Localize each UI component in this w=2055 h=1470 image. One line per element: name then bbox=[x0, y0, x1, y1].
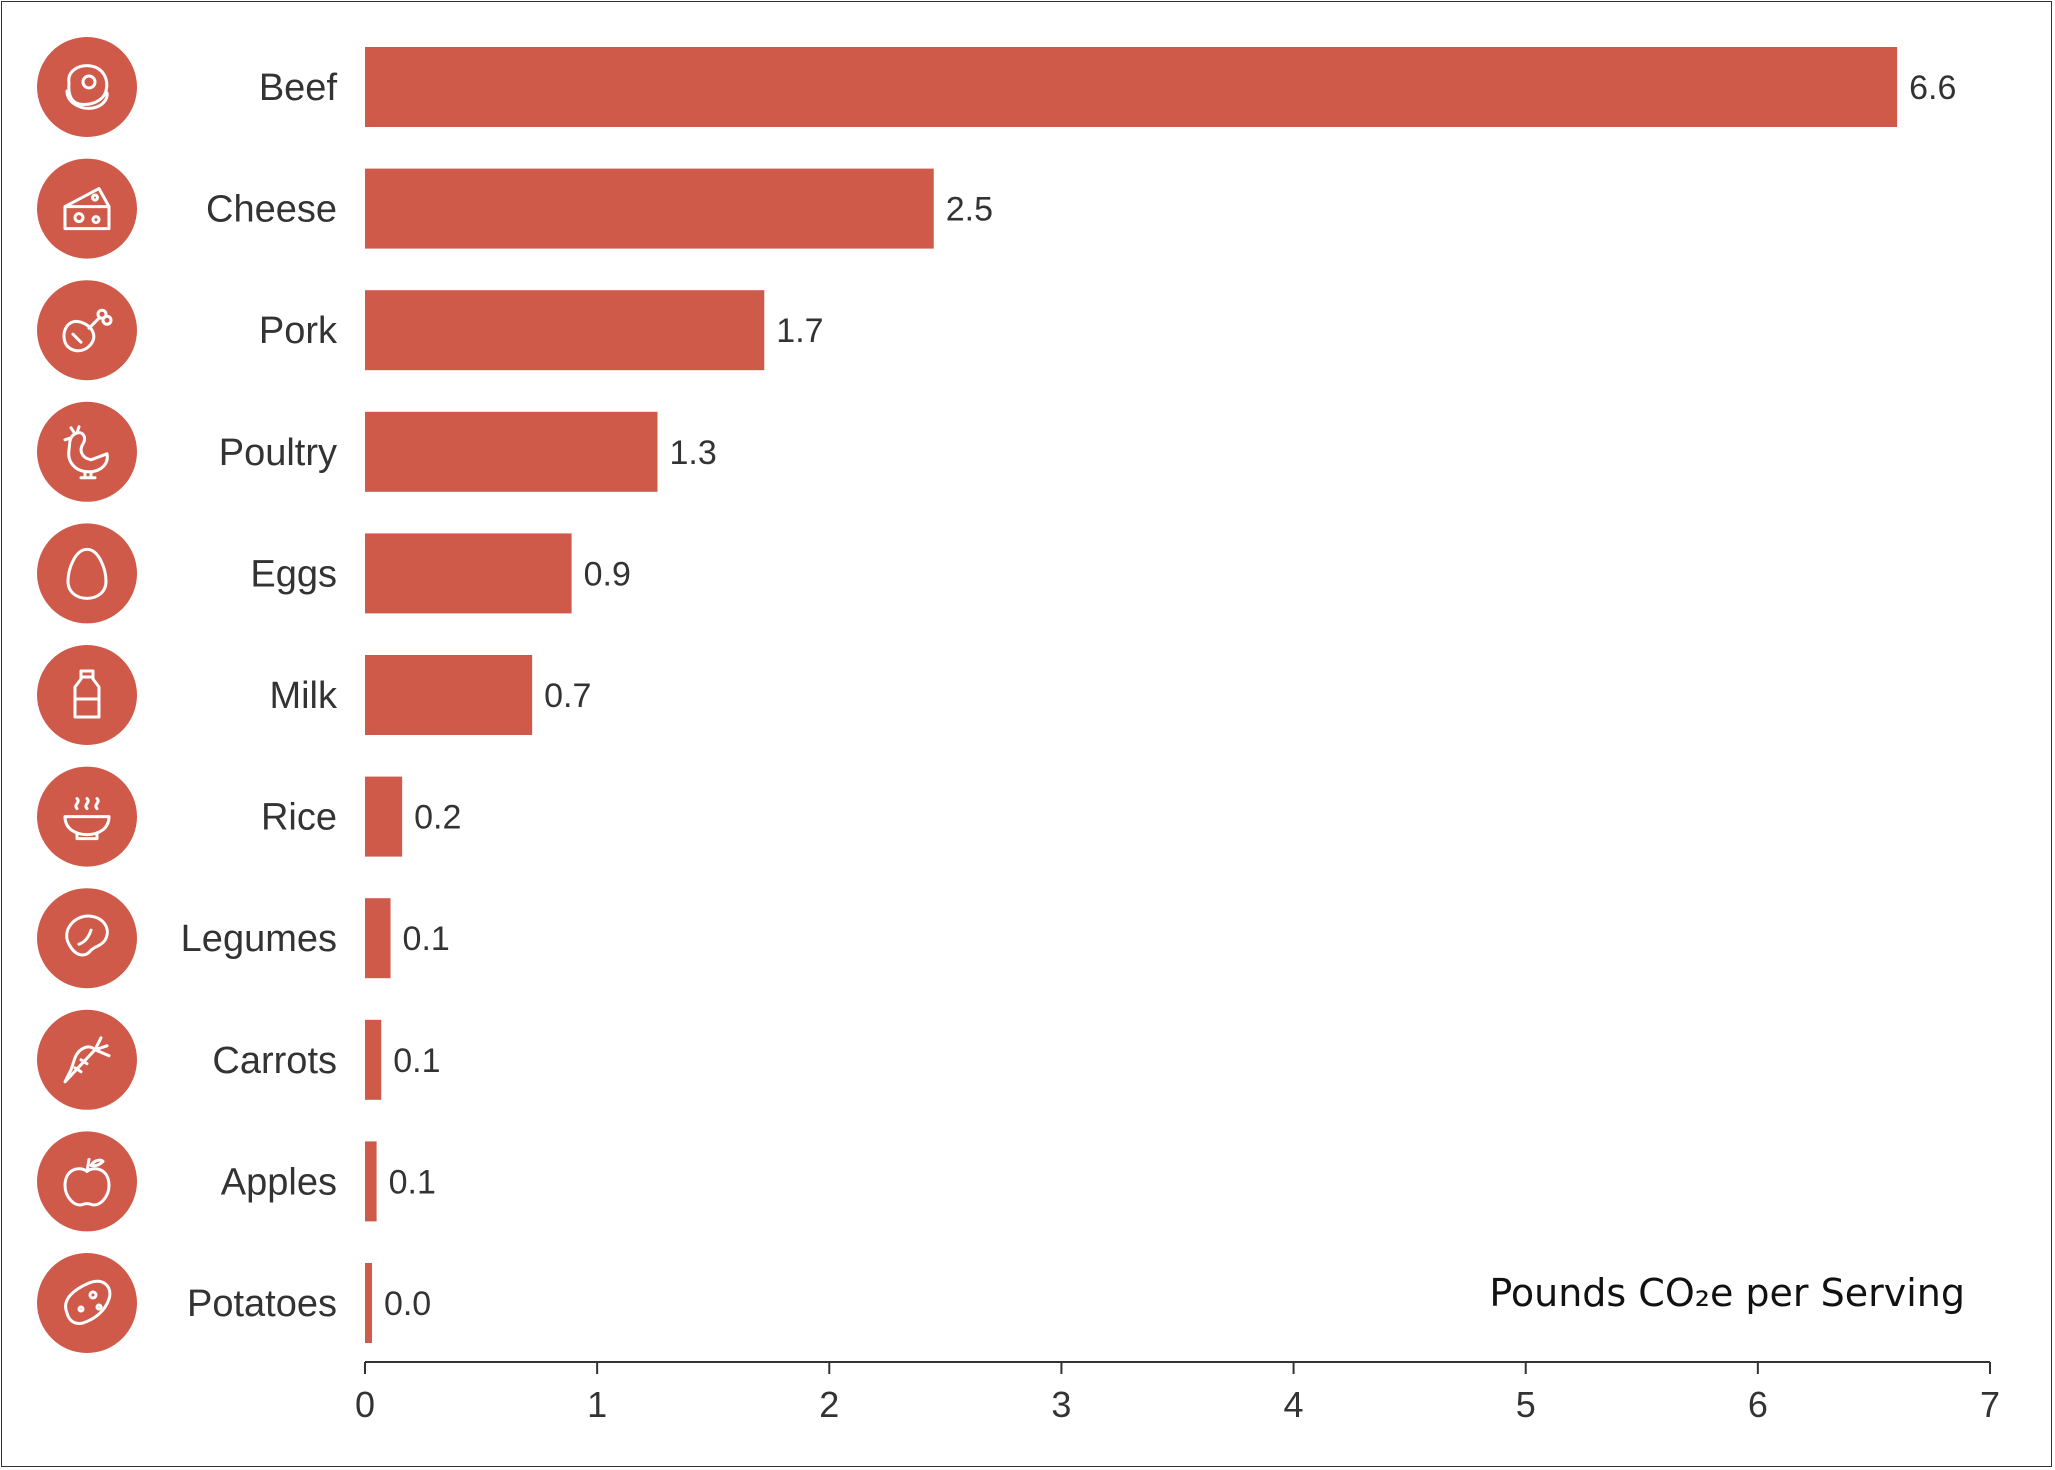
x-tick-label-3: 3 bbox=[1051, 1384, 1071, 1425]
x-axis: 0 1 2 3 4 5 6 7 bbox=[355, 1361, 2000, 1425]
value-label-eggs: 0.9 bbox=[584, 555, 631, 593]
category-label-cheese: Cheese bbox=[206, 189, 337, 231]
chicken-icon bbox=[37, 401, 137, 502]
cheese-icon bbox=[37, 158, 137, 259]
category-label-eggs: Eggs bbox=[250, 553, 337, 595]
x-tick-label-5: 5 bbox=[1516, 1384, 1536, 1425]
icon-circle bbox=[37, 280, 137, 381]
category-label-milk: Milk bbox=[269, 675, 338, 717]
bar-apples bbox=[365, 1141, 377, 1222]
x-axis-title: Pounds CO₂e per Serving bbox=[1489, 1271, 1965, 1315]
category-label-carrots: Carrots bbox=[212, 1040, 337, 1082]
bar-potatoes bbox=[365, 1263, 372, 1343]
apple-icon bbox=[37, 1131, 137, 1232]
category-label-apples: Apples bbox=[221, 1161, 337, 1203]
ham-leg-icon bbox=[37, 280, 137, 381]
category-label-rice: Rice bbox=[261, 797, 337, 839]
icon-circle bbox=[37, 158, 137, 259]
value-label-potatoes: 0.0 bbox=[384, 1285, 431, 1323]
bar-eggs bbox=[365, 533, 572, 614]
x-tick-label-1: 1 bbox=[587, 1384, 607, 1425]
icon-circle bbox=[37, 1253, 137, 1353]
bar-beef bbox=[365, 47, 1898, 127]
bar-poultry bbox=[365, 411, 658, 492]
icons-layer bbox=[37, 37, 137, 1353]
value-label-rice: 0.2 bbox=[414, 799, 461, 837]
category-label-beef: Beef bbox=[259, 67, 338, 109]
icon-circle bbox=[37, 523, 137, 624]
labels-layer: Beef 6.6 Cheese 2.5 Pork 1.7 Poultry 1.3 Eggs 0.9… bbox=[181, 67, 1957, 1325]
x-tick-label-4: 4 bbox=[1284, 1384, 1304, 1425]
icon-circle bbox=[37, 1131, 137, 1232]
value-label-beef: 6.6 bbox=[1909, 69, 1956, 107]
x-tick-label-0: 0 bbox=[355, 1384, 375, 1425]
bar-legumes bbox=[365, 898, 391, 979]
bar-pork bbox=[365, 290, 765, 371]
bar-cheese bbox=[365, 168, 934, 249]
x-tick-label-7: 7 bbox=[1980, 1384, 2000, 1425]
category-label-potatoes: Potatoes bbox=[187, 1283, 337, 1325]
value-label-legumes: 0.1 bbox=[403, 920, 450, 958]
bar-carrots bbox=[365, 1019, 382, 1100]
category-label-pork: Pork bbox=[259, 310, 338, 352]
value-label-cheese: 2.5 bbox=[946, 191, 993, 229]
potato-icon bbox=[37, 1253, 137, 1353]
category-label-poultry: Poultry bbox=[219, 432, 337, 474]
rice-bowl-icon bbox=[37, 766, 137, 867]
bars-layer bbox=[365, 47, 1898, 1343]
value-label-carrots: 0.1 bbox=[393, 1042, 440, 1080]
milk-bottle-icon bbox=[37, 645, 137, 745]
steak-icon bbox=[37, 37, 137, 137]
value-label-milk: 0.7 bbox=[544, 677, 591, 715]
bar-milk bbox=[365, 655, 533, 735]
x-tick-label-2: 2 bbox=[819, 1384, 839, 1425]
icon-circle bbox=[37, 645, 137, 745]
egg-icon bbox=[37, 523, 137, 624]
icon-circle bbox=[37, 401, 137, 502]
value-label-poultry: 1.3 bbox=[670, 434, 717, 472]
x-tick-label-6: 6 bbox=[1748, 1384, 1768, 1425]
carrot-icon bbox=[37, 1009, 137, 1110]
bean-icon bbox=[37, 888, 137, 989]
value-label-pork: 1.7 bbox=[776, 312, 823, 350]
bar-rice bbox=[365, 776, 403, 857]
value-label-apples: 0.1 bbox=[389, 1163, 436, 1201]
category-label-legumes: Legumes bbox=[181, 918, 337, 960]
